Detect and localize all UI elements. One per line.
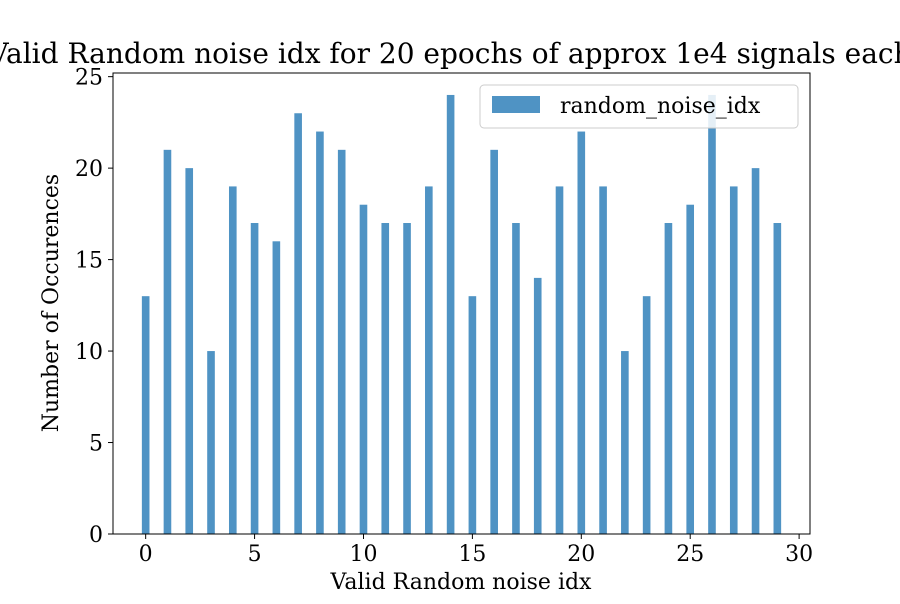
y-axis-label: Number of Occurences (39, 174, 64, 432)
bar (664, 223, 673, 534)
legend-swatch (492, 96, 540, 113)
plot-frame (112, 72, 811, 535)
x-tick-label: 10 (349, 542, 377, 567)
y-tick-label: 25 (75, 66, 103, 91)
bar (446, 94, 455, 534)
bar (337, 149, 346, 534)
bar (207, 351, 215, 534)
x-axis: 0 5 10 15 20 25 30 (139, 534, 813, 567)
x-tick-label: 0 (139, 542, 153, 567)
bar (642, 296, 651, 534)
bar (425, 186, 433, 535)
bar (533, 277, 542, 534)
bar (468, 296, 477, 534)
bar (686, 204, 695, 534)
bar (403, 223, 411, 534)
y-tick-label: 10 (75, 340, 103, 365)
bar (577, 131, 586, 535)
bar (599, 186, 607, 535)
x-tick-label: 15 (458, 542, 486, 567)
y-tick-label: 20 (75, 157, 103, 182)
legend-label: random_noise_idx (560, 94, 761, 119)
bar (294, 113, 302, 534)
bar (185, 168, 194, 534)
bar (751, 168, 760, 534)
y-tick-label: 5 (89, 432, 103, 457)
x-tick-label: 20 (567, 542, 595, 567)
bar (621, 351, 629, 534)
plot-area (141, 94, 782, 535)
bar (272, 241, 281, 535)
bar (708, 94, 716, 534)
bar (555, 186, 564, 535)
bar (729, 186, 738, 535)
bar (512, 223, 520, 534)
chart-title: Valid Random noise idx for 20 epochs of … (0, 37, 900, 70)
bar (250, 223, 259, 534)
legend: random_noise_idx (479, 84, 799, 129)
bar (163, 149, 172, 534)
legend-frame (479, 84, 799, 129)
x-tick-label: 5 (248, 542, 262, 567)
y-axis: 0 5 10 15 20 25 (75, 66, 113, 548)
bar (359, 204, 368, 534)
bar (228, 186, 237, 535)
y-tick-label: 0 (89, 523, 103, 548)
y-tick-label: 15 (75, 249, 103, 274)
bar (141, 296, 150, 534)
bar (490, 149, 498, 534)
bar (316, 131, 324, 535)
x-axis-label: Valid Random noise idx (330, 570, 593, 595)
bar (773, 223, 782, 534)
x-tick-label: 25 (676, 542, 704, 567)
bar (381, 223, 390, 534)
x-tick-label: 30 (785, 542, 813, 567)
